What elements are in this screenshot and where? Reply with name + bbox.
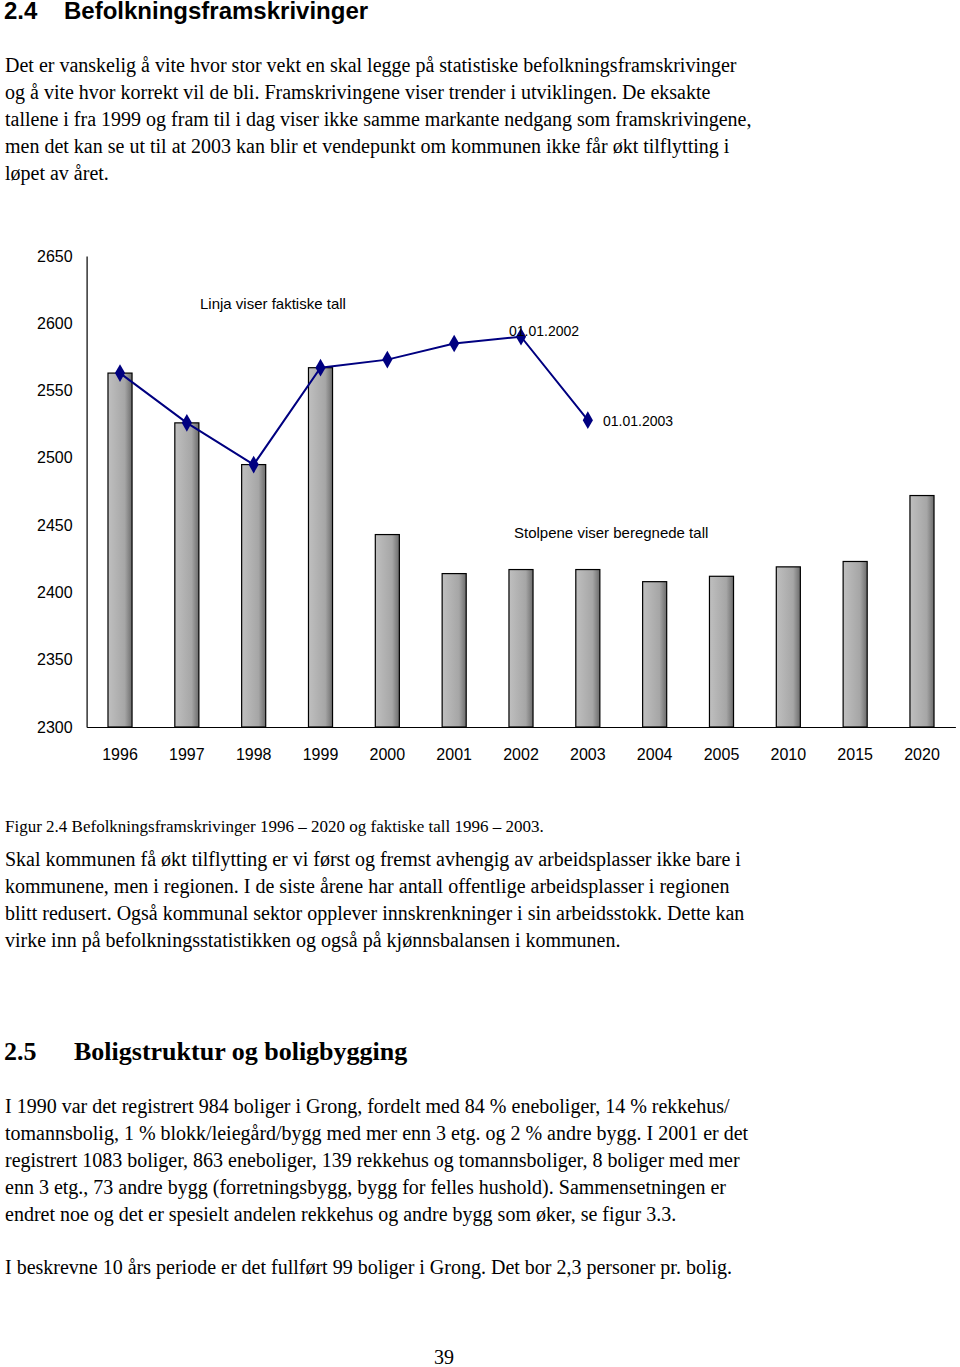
x-tick: 1999 bbox=[303, 727, 339, 763]
x-tick-label: 2003 bbox=[570, 746, 606, 763]
bar bbox=[643, 582, 667, 727]
line-marker bbox=[182, 414, 192, 432]
x-tick: 2005 bbox=[704, 727, 740, 763]
y-tick-label: 2300 bbox=[37, 719, 73, 736]
paragraph-line: tallene i fra 1999 og fram til i dag vis… bbox=[5, 108, 751, 131]
paragraph-line: registrert 1083 boliger, 863 eneboliger,… bbox=[5, 1149, 740, 1172]
paragraph-line: tomannsbolig, 1 % blokk/leiegård/bygg me… bbox=[5, 1122, 749, 1145]
annotations: Linja viser faktiske tall 01.01.2002 01.01… bbox=[200, 295, 708, 541]
line-marker bbox=[449, 335, 459, 353]
paragraph-line: blitt redusert. Også kommunal sektor opp… bbox=[5, 902, 744, 925]
figure-caption: Figur 2.4 Befolkningsframskrivinger 1996… bbox=[5, 817, 544, 836]
paragraph-line: Det er vanskelig å vite hvor stor vekt e… bbox=[5, 54, 737, 77]
x-tick-label: 2015 bbox=[837, 746, 873, 763]
y-axis: 2300 2350 2400 2450 2500 2550 2600 2650 bbox=[37, 248, 87, 736]
x-tick: 2015 bbox=[837, 727, 873, 763]
bar bbox=[242, 465, 266, 727]
x-tick-label: 1999 bbox=[303, 746, 339, 763]
paragraph-line: enn 3 etg., 73 andre bygg (forretningsby… bbox=[5, 1176, 726, 1199]
bar bbox=[776, 567, 800, 727]
bar bbox=[709, 576, 733, 727]
bar-series bbox=[108, 368, 934, 727]
page: 2.4 Befolkningsframskrivinger Det er vansk… bbox=[0, 0, 960, 1367]
line-marker bbox=[315, 359, 325, 377]
x-axis-line bbox=[87, 727, 956, 728]
bar bbox=[108, 373, 132, 727]
y-tick-label: 2450 bbox=[37, 517, 73, 534]
paragraph-line: I 1990 var det registrert 984 boliger i … bbox=[5, 1095, 730, 1118]
annotation: Linja viser faktiske tall bbox=[200, 295, 346, 312]
x-tick-label: 2000 bbox=[370, 746, 406, 763]
section-title: Befolkningsframskrivinger bbox=[64, 0, 368, 24]
x-tick: 2020 bbox=[904, 727, 940, 763]
y-tick: 2650 bbox=[37, 248, 87, 265]
line bbox=[120, 337, 588, 465]
x-tick-label: 2004 bbox=[637, 746, 673, 763]
y-axis-line bbox=[86, 257, 87, 728]
y-tick: 2300 bbox=[37, 719, 87, 736]
y-tick-label: 2600 bbox=[37, 315, 73, 332]
y-tick-label: 2500 bbox=[37, 449, 73, 466]
y-tick: 2450 bbox=[37, 517, 87, 534]
x-tick-label: 2002 bbox=[503, 746, 539, 763]
y-tick: 2550 bbox=[37, 382, 87, 399]
paragraph-line: kommunene, men i regionen. I de siste år… bbox=[5, 875, 729, 898]
plot-area bbox=[108, 328, 934, 727]
section-number: 2.4 bbox=[4, 0, 38, 24]
y-tick-label: 2400 bbox=[37, 584, 73, 601]
paragraph-line: og å vite hvor korrekt vil de bli. Frams… bbox=[5, 81, 710, 104]
x-tick-label: 1997 bbox=[169, 746, 205, 763]
annotation: 01.01.2002 bbox=[509, 323, 579, 339]
section-number: 2.5 bbox=[4, 1037, 37, 1066]
x-axis: 1996 1997 1998 1999 2000 2001 2002 2003 2004 2005… bbox=[87, 727, 956, 763]
x-tick: 2002 bbox=[503, 727, 539, 763]
paragraph-line: I beskrevne 10 års periode er det fullfø… bbox=[5, 1256, 732, 1279]
paragraph-line: løpet av året. bbox=[5, 162, 109, 185]
x-tick: 2001 bbox=[436, 727, 472, 763]
bar bbox=[843, 561, 867, 727]
bar bbox=[375, 535, 399, 727]
bar bbox=[509, 570, 533, 727]
x-tick: 1998 bbox=[236, 727, 272, 763]
y-tick: 2350 bbox=[37, 651, 87, 668]
line-marker bbox=[382, 351, 392, 369]
line-marker bbox=[115, 364, 125, 382]
page-number: 39 bbox=[434, 1346, 454, 1367]
x-tick: 2010 bbox=[771, 727, 807, 763]
annotation: Stolpene viser beregnede tall bbox=[514, 524, 708, 541]
x-tick-label: 2020 bbox=[904, 746, 940, 763]
paragraph-line: endret noe og det er spesielt andelen re… bbox=[5, 1203, 676, 1226]
x-tick-label: 2005 bbox=[704, 746, 740, 763]
y-tick: 2400 bbox=[37, 584, 87, 601]
bar bbox=[175, 423, 199, 727]
x-tick: 2000 bbox=[370, 727, 406, 763]
paragraph-line: men det kan se ut til at 2003 kan blir e… bbox=[5, 135, 730, 158]
chart: 2300 2350 2400 2450 2500 2550 2600 2650 1996 1997… bbox=[37, 248, 956, 764]
x-tick: 2004 bbox=[637, 727, 673, 763]
paragraph-line: Skal kommunen få økt tilflytting er vi f… bbox=[5, 848, 741, 871]
annotation: 01.01.2003 bbox=[603, 413, 673, 429]
x-tick: 2003 bbox=[570, 727, 606, 763]
bar bbox=[308, 368, 332, 727]
x-tick-label: 1998 bbox=[236, 746, 272, 763]
line-marker bbox=[583, 411, 593, 429]
bar bbox=[910, 496, 934, 727]
y-tick: 2500 bbox=[37, 449, 87, 466]
y-tick-label: 2650 bbox=[37, 248, 73, 265]
x-tick-label: 2001 bbox=[436, 746, 472, 763]
line-series bbox=[115, 328, 593, 473]
bar bbox=[576, 570, 600, 727]
paragraph-line: virke inn på befolkningsstatistikken og … bbox=[5, 929, 620, 952]
y-tick-label: 2350 bbox=[37, 651, 73, 668]
x-tick: 1996 bbox=[102, 727, 138, 763]
y-tick: 2600 bbox=[37, 315, 87, 332]
x-tick-label: 1996 bbox=[102, 746, 138, 763]
bar bbox=[442, 574, 466, 727]
x-tick-label: 2010 bbox=[771, 746, 807, 763]
x-tick: 1997 bbox=[169, 727, 205, 763]
section-title: Boligstruktur og boligbygging bbox=[74, 1037, 407, 1066]
line-marker bbox=[249, 456, 259, 474]
y-tick-label: 2550 bbox=[37, 382, 73, 399]
